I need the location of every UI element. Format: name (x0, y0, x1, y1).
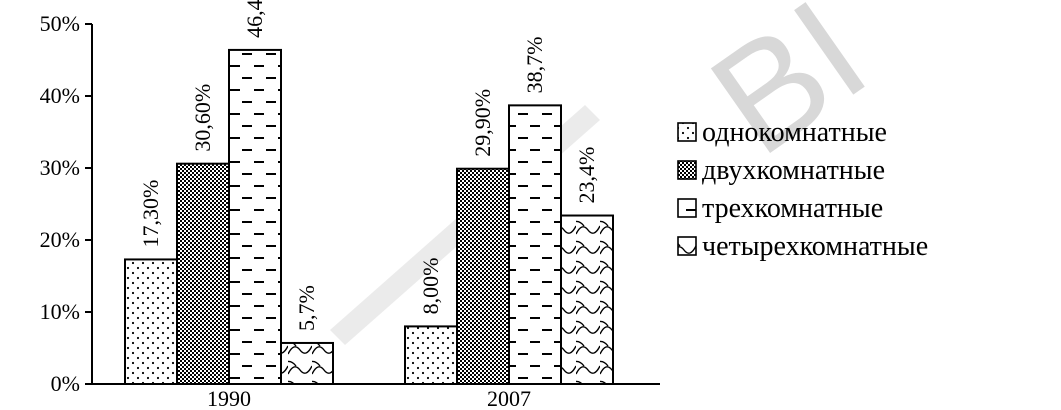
legend-label: трехкомнатные (702, 193, 883, 224)
y-tick-label: 30% (40, 155, 80, 180)
bar-однокомнатные-1990 (124, 258, 178, 385)
y-tick-label: 50% (40, 11, 80, 36)
data-label: 17,30% (138, 180, 163, 248)
data-label: 8,00% (418, 258, 443, 315)
plot-area: 0% 10% 20% 30% 40% 50% 17,30% 30,60% 46,4% 5,7% 19… (40, 0, 660, 410)
data-label: 23,4% (574, 147, 599, 204)
y-tick-label: 0% (51, 371, 80, 396)
x-tick-label: 1990 (207, 386, 251, 410)
legend-label: двухкомнатные (702, 155, 885, 186)
legend-swatch (677, 198, 697, 218)
bar-двухкомнатные-1990 (176, 162, 230, 385)
data-label: 5,7% (294, 285, 319, 331)
bar-четырехкомнатные-1990 (280, 341, 334, 385)
x-tick-label: 2007 (487, 386, 531, 410)
data-label: 29,90% (470, 89, 495, 157)
legend-label: однокомнатные (702, 117, 887, 148)
data-label: 38,7% (522, 37, 547, 94)
y-tick-label: 20% (40, 227, 80, 252)
legend-swatch (677, 236, 697, 256)
legend: однокомнатные двухкомнатные трехкомнатные ч… (677, 117, 928, 262)
bar-двухкомнатные-2007 (456, 167, 510, 385)
data-label: 30,60% (190, 84, 215, 152)
bar-трехкомнатные-2007 (508, 104, 562, 386)
legend-swatch (677, 160, 697, 180)
y-tick-label: 10% (40, 299, 80, 324)
y-tick-label: 40% (40, 83, 80, 108)
legend-swatch (677, 122, 697, 142)
legend-label: четырехкомнатные (702, 231, 928, 262)
data-label: 46,4% (242, 0, 267, 38)
bar-четырехкомнатные-2007 (560, 214, 614, 385)
bar-трехкомнатные-1990 (228, 48, 282, 385)
bar-однокомнатные-2007 (404, 325, 458, 385)
